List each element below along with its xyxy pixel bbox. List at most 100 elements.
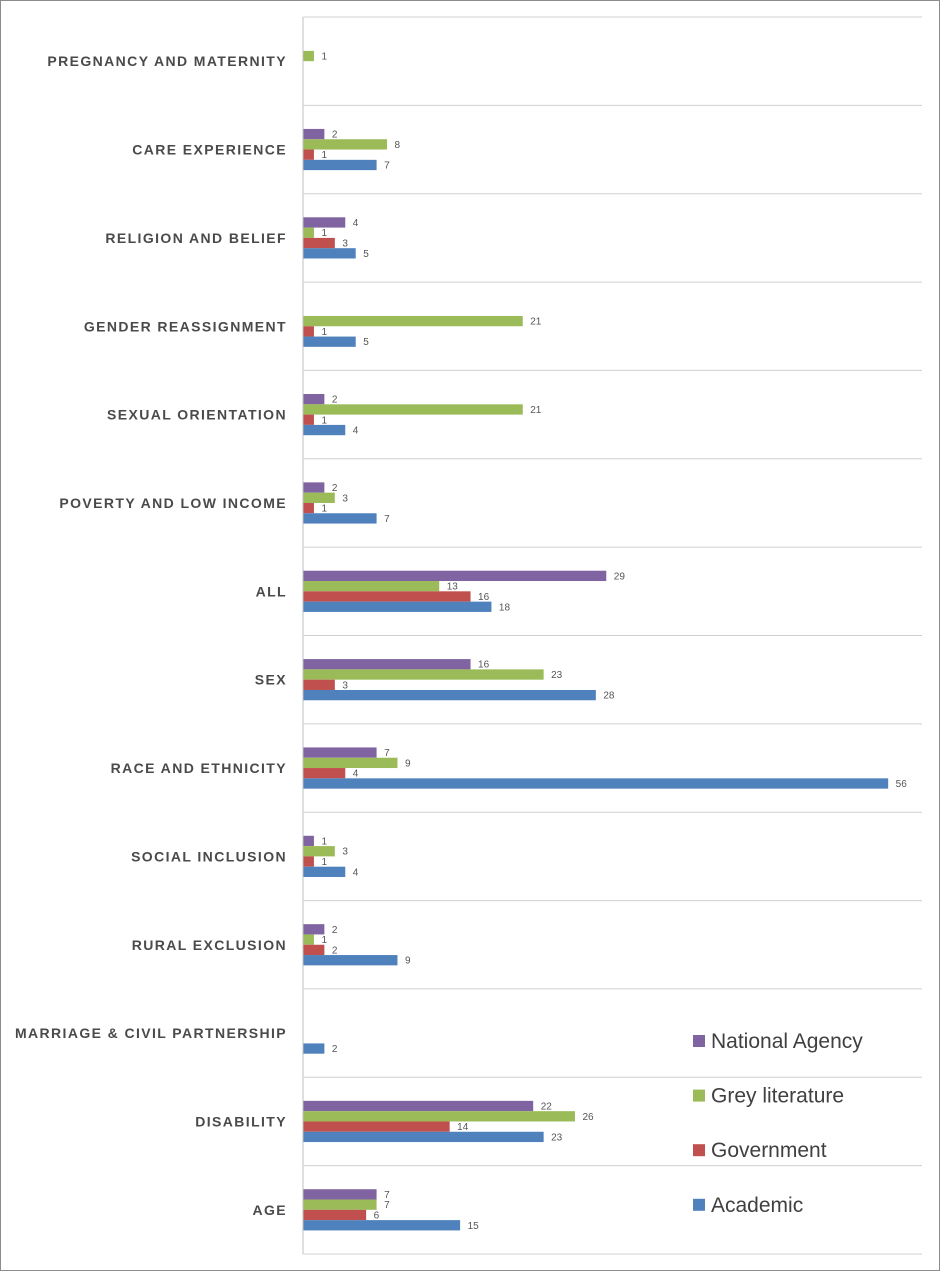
data-label-academic-sex: 28 <box>603 691 615 702</box>
data-label-grey-literature-religion-and-belief: 1 <box>321 228 327 239</box>
data-label-grey-literature-age: 7 <box>384 1200 390 1211</box>
labels: PREGNANCY AND MATERNITY 1 CARE EXPERIENCE 2… <box>15 52 907 1232</box>
bar-academic-age <box>303 1220 461 1231</box>
category-label-care-experience: CARE EXPERIENCE <box>132 142 287 158</box>
data-label-national-agency-rural-exclusion: 2 <box>332 925 338 936</box>
bar-national-agency-social-inclusion <box>303 835 314 847</box>
data-label-academic-marriage-and-civil-partnership: 2 <box>332 1044 338 1055</box>
bar-government-care-experience <box>303 149 314 160</box>
bar-government-religion-and-belief <box>303 237 335 249</box>
category-label-gender-reassignment: GENDER REASSIGNMENT <box>84 318 287 334</box>
bar-government-age <box>303 1209 367 1221</box>
bar-government-gender-reassignment <box>303 326 314 337</box>
bar-grey-literature-gender-reassignment <box>303 315 523 327</box>
data-label-government-rural-exclusion: 2 <box>332 945 338 956</box>
data-label-national-agency-sexual-orientation: 2 <box>332 395 338 406</box>
data-label-government-gender-reassignment: 1 <box>321 327 327 338</box>
data-label-grey-literature-sexual-orientation: 21 <box>530 405 542 416</box>
data-label-government-age: 6 <box>374 1210 380 1221</box>
bar-government-poverty-and-low-income <box>303 502 314 514</box>
data-label-academic-social-inclusion: 4 <box>353 867 359 878</box>
legend-swatch-government <box>693 1144 705 1157</box>
bar-government-sex <box>303 679 335 690</box>
bar-academic-gender-reassignment <box>303 336 356 347</box>
data-label-government-poverty-and-low-income: 1 <box>321 504 327 515</box>
data-label-national-agency-age: 7 <box>384 1190 390 1201</box>
bar-grey-literature-sex <box>303 669 544 680</box>
legend-label-government: Government <box>711 1139 827 1162</box>
category-label-disability: DISABILITY <box>195 1113 287 1129</box>
data-label-grey-literature-poverty-and-low-income: 3 <box>342 493 348 504</box>
data-label-national-agency-race-and-ethnicity: 7 <box>384 748 390 759</box>
bar-national-agency-sex <box>303 659 471 670</box>
bar-grey-literature-race-and-ethnicity <box>303 757 398 769</box>
data-label-academic-age: 15 <box>468 1221 480 1232</box>
legend: National Agency Grey literature Government… <box>693 1030 863 1217</box>
data-label-academic-gender-reassignment: 5 <box>363 337 369 348</box>
data-label-national-agency-poverty-and-low-income: 2 <box>332 483 338 494</box>
legend-label-academic: Academic <box>711 1194 803 1217</box>
data-label-government-sexual-orientation: 1 <box>321 415 327 426</box>
category-label-age: AGE <box>252 1202 287 1218</box>
data-label-government-race-and-ethnicity: 4 <box>353 769 359 780</box>
data-label-grey-literature-disability: 26 <box>582 1112 594 1123</box>
bar-government-sexual-orientation <box>303 414 314 425</box>
data-label-grey-literature-care-experience: 8 <box>395 140 401 151</box>
data-label-grey-literature-social-inclusion: 3 <box>342 847 348 858</box>
bar-academic-sexual-orientation <box>303 424 346 436</box>
legend-swatch-national-agency <box>693 1035 705 1047</box>
data-label-academic-race-and-ethnicity: 56 <box>896 779 908 790</box>
data-label-government-religion-and-belief: 3 <box>342 239 348 250</box>
data-label-grey-literature-race-and-ethnicity: 9 <box>405 758 411 769</box>
bar-government-rural-exclusion <box>303 944 325 956</box>
data-label-national-agency-disability: 22 <box>541 1102 553 1113</box>
data-label-academic-disability: 23 <box>551 1132 563 1143</box>
bar-grey-literature-social-inclusion <box>303 846 335 857</box>
bar-academic-race-and-ethnicity <box>303 778 889 789</box>
bar-grey-literature-age <box>303 1199 377 1210</box>
category-label-sexual-orientation: SEXUAL ORIENTATION <box>107 407 287 423</box>
bar-government-race-and-ethnicity <box>303 768 346 779</box>
data-label-national-agency-social-inclusion: 1 <box>321 836 327 847</box>
bar-academic-care-experience <box>303 159 377 171</box>
data-label-national-agency-religion-and-belief: 4 <box>353 218 359 229</box>
data-label-academic-religion-and-belief: 5 <box>363 249 369 260</box>
data-label-academic-care-experience: 7 <box>384 160 390 171</box>
bar-national-agency-all <box>303 570 607 582</box>
data-label-grey-literature-rural-exclusion: 1 <box>321 935 327 946</box>
data-label-academic-all: 18 <box>499 602 511 613</box>
bar-academic-religion-and-belief <box>303 248 356 259</box>
data-label-academic-rural-exclusion: 9 <box>405 956 411 967</box>
data-label-government-care-experience: 1 <box>321 150 327 161</box>
category-label-rural-exclusion: RURAL EXCLUSION <box>132 937 287 953</box>
data-label-national-agency-sex: 16 <box>478 660 490 671</box>
category-label-marriage-and-civil-partnership: MARRIAGE & CIVIL PARTNERSHIP <box>15 1025 287 1041</box>
bar-academic-sex <box>303 689 596 701</box>
bar-national-agency-race-and-ethnicity <box>303 747 377 758</box>
bar-grey-literature-religion-and-belief <box>303 227 314 238</box>
data-label-academic-sexual-orientation: 4 <box>353 426 359 437</box>
bar-grey-literature-care-experience <box>303 139 388 150</box>
category-label-sex: SEX <box>255 672 287 688</box>
bar-government-all <box>303 591 471 602</box>
data-label-government-sex: 3 <box>342 680 348 691</box>
bar-government-disability <box>303 1121 450 1132</box>
category-label-social-inclusion: SOCIAL INCLUSION <box>131 848 287 864</box>
bar-academic-all <box>303 601 492 612</box>
bar-national-agency-age <box>303 1189 377 1200</box>
legend-label-national-agency: National Agency <box>711 1030 863 1053</box>
data-label-grey-literature-sex: 23 <box>551 670 563 681</box>
data-label-government-all: 16 <box>478 592 490 603</box>
data-label-grey-literature-all: 13 <box>447 582 459 593</box>
bar-national-agency-care-experience <box>303 128 325 140</box>
bar-academic-disability <box>303 1131 544 1143</box>
bar-grey-literature-rural-exclusion <box>303 934 314 945</box>
bar-national-agency-rural-exclusion <box>303 924 325 935</box>
category-separators <box>302 16 922 1255</box>
bar-government-social-inclusion <box>303 856 314 867</box>
bar-academic-rural-exclusion <box>303 955 398 966</box>
bar-national-agency-religion-and-belief <box>303 217 346 228</box>
bar-academic-poverty-and-low-income <box>303 513 377 524</box>
